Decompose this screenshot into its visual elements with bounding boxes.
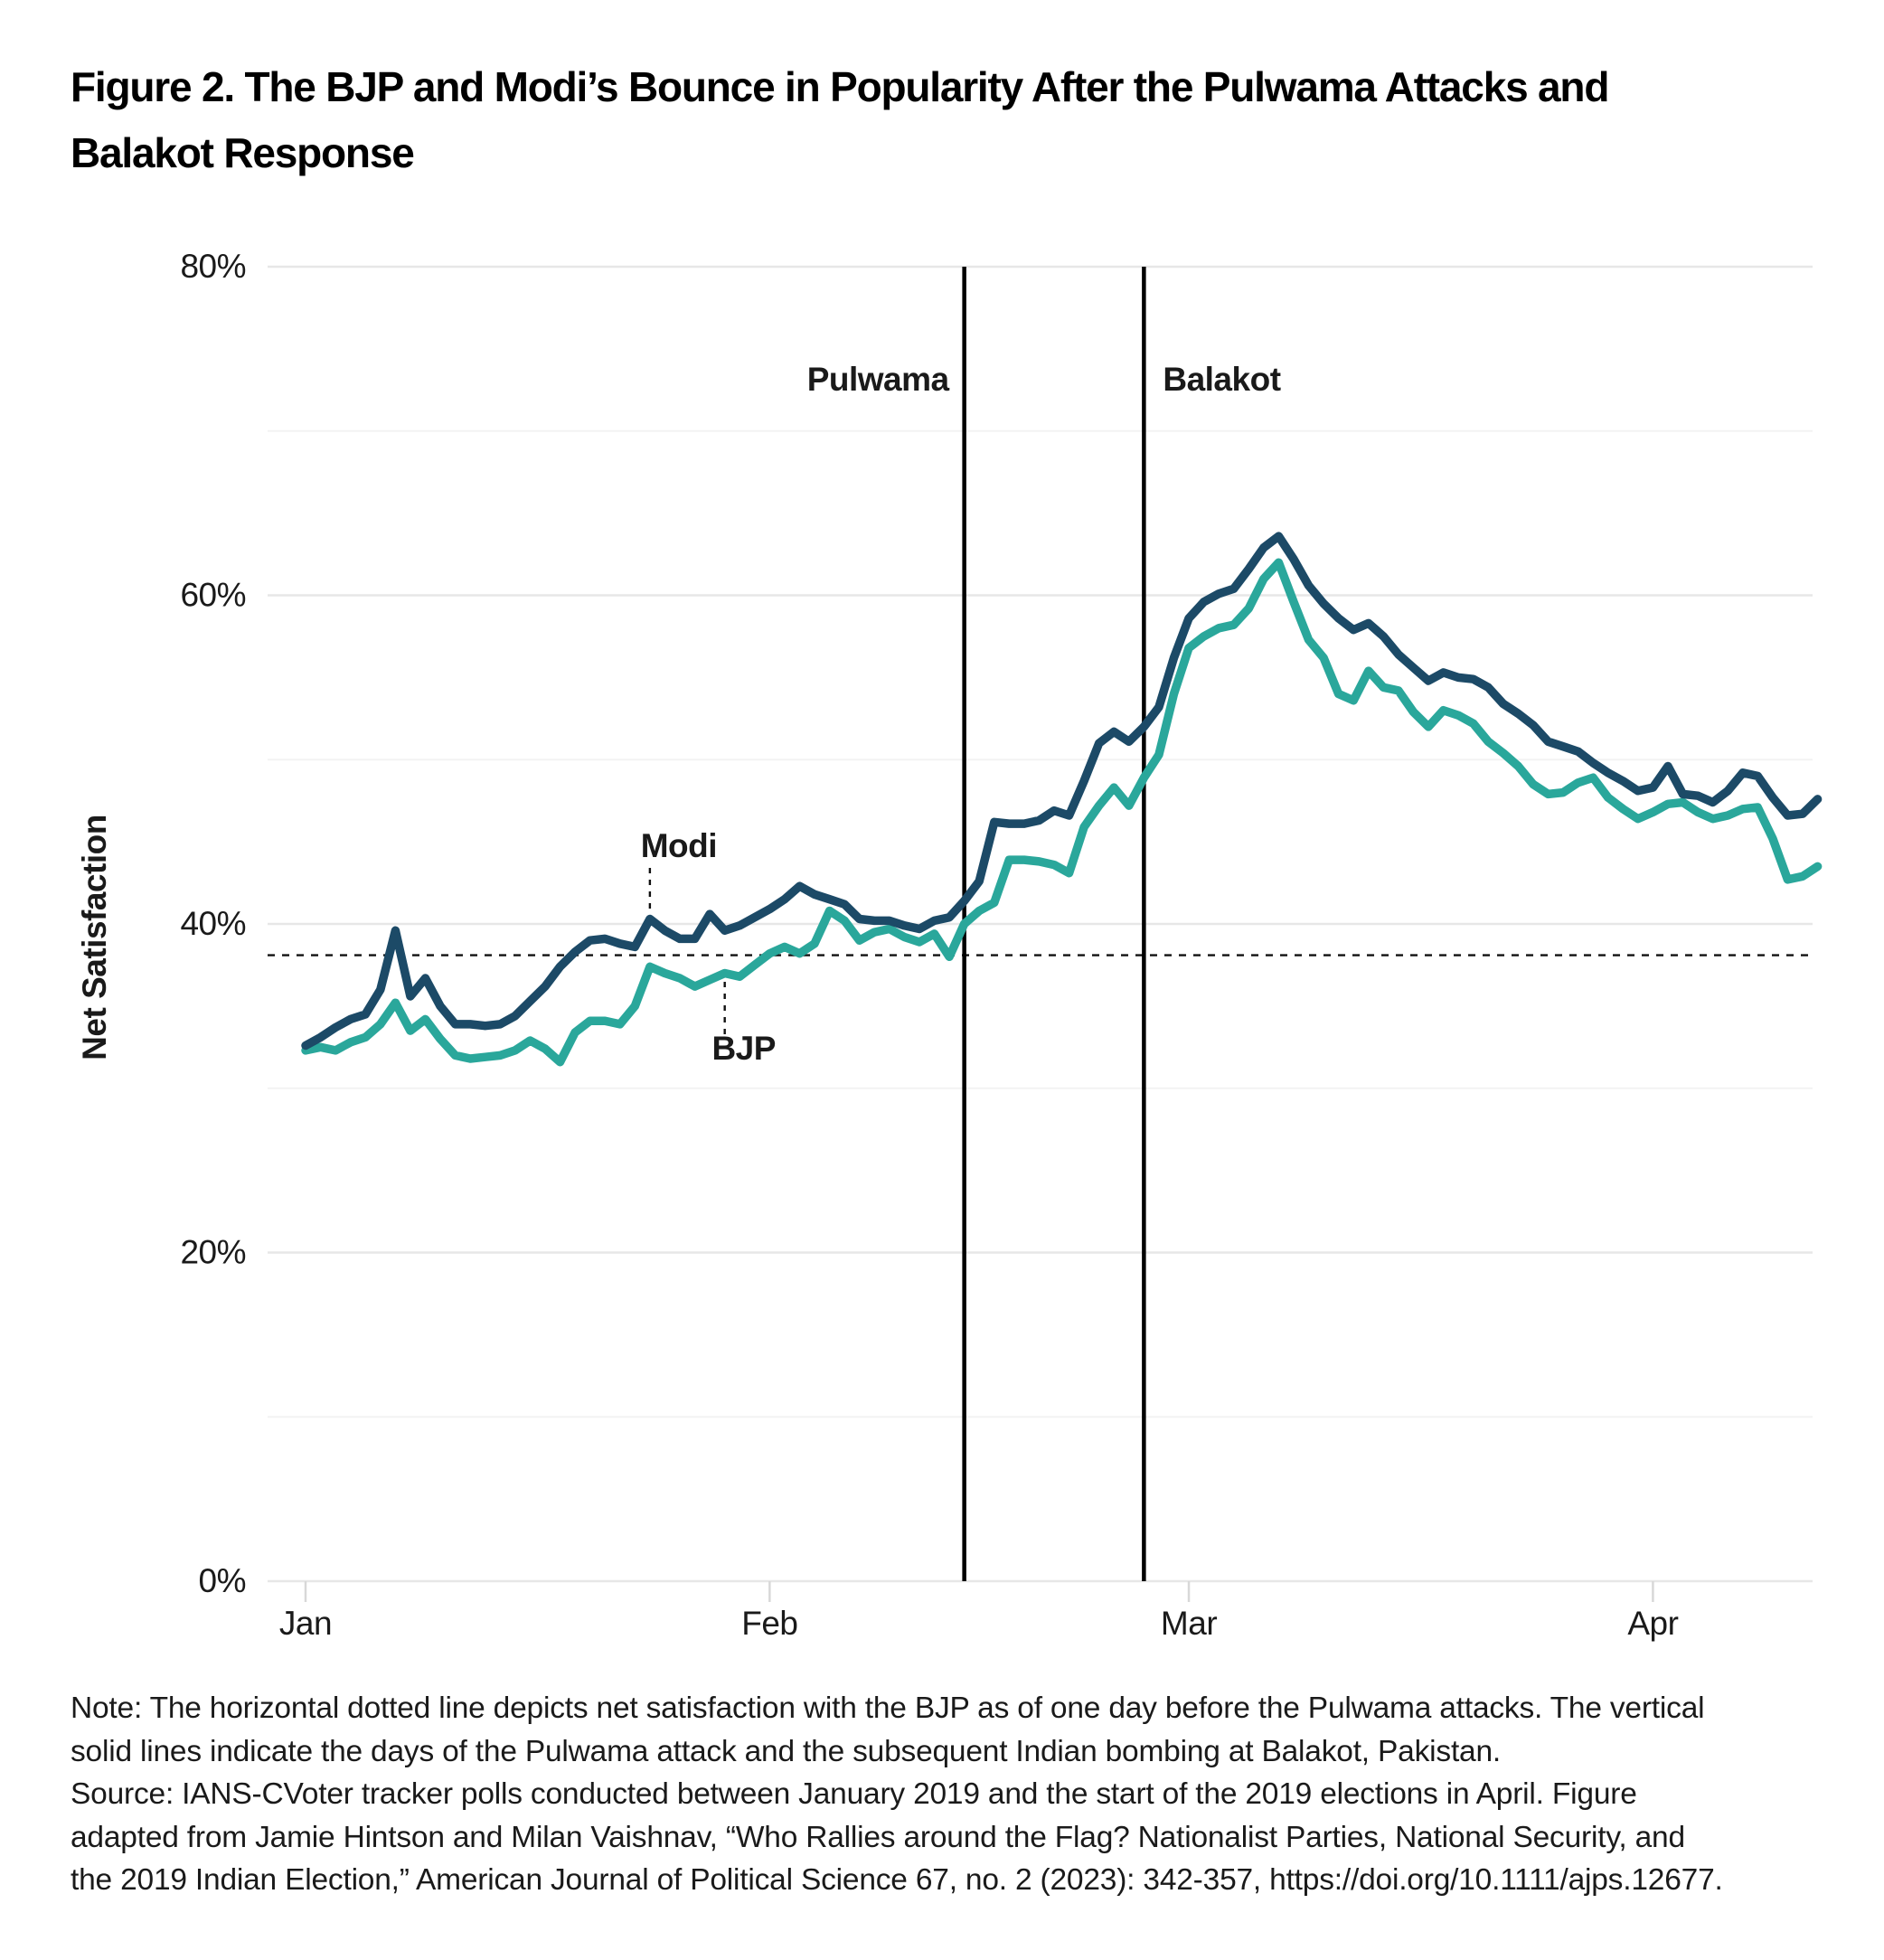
series-label-modi: Modi [641,827,717,864]
note-line: the 2019 Indian Election,” American Jour… [71,1863,1723,1897]
x-tick-label: Mar [1161,1605,1217,1642]
note-line: Note: The horizontal dotted line depicts… [71,1691,1705,1725]
event-label-balakot: Balakot [1163,361,1280,398]
series-label-bjp: BJP [711,1030,775,1067]
series-line-modi [301,532,1823,1051]
note-line: adapted from Jamie Hintson and Milan Vai… [71,1820,1685,1854]
figure-notes: Note: The horizontal dotted line depicts… [71,1687,1723,1902]
figure-title-line2: Balakot Response [71,129,415,176]
y-tick-label: 80% [180,248,246,285]
figure-title: Figure 2. The BJP and Modi’s Bounce in P… [71,54,1609,186]
y-axis-title: Net Satisfaction [76,815,113,1060]
y-tick-label: 40% [180,905,246,942]
y-tick-label: 20% [180,1234,246,1271]
note-line: Source: IANS-CVoter tracker polls conduc… [71,1777,1637,1811]
event-label-pulwama: Pulwama [807,361,950,398]
x-tick-label: Feb [741,1605,797,1642]
y-tick-label: 60% [180,577,246,614]
series-line-bjp [301,558,1823,1067]
x-tick-label: Apr [1627,1605,1678,1642]
x-tick-label: Jan [279,1605,332,1642]
note-line: solid lines indicate the days of the Pul… [71,1734,1502,1768]
figure-title-line1: Figure 2. The BJP and Modi’s Bounce in P… [71,63,1609,110]
y-tick-label: 0% [199,1562,246,1599]
